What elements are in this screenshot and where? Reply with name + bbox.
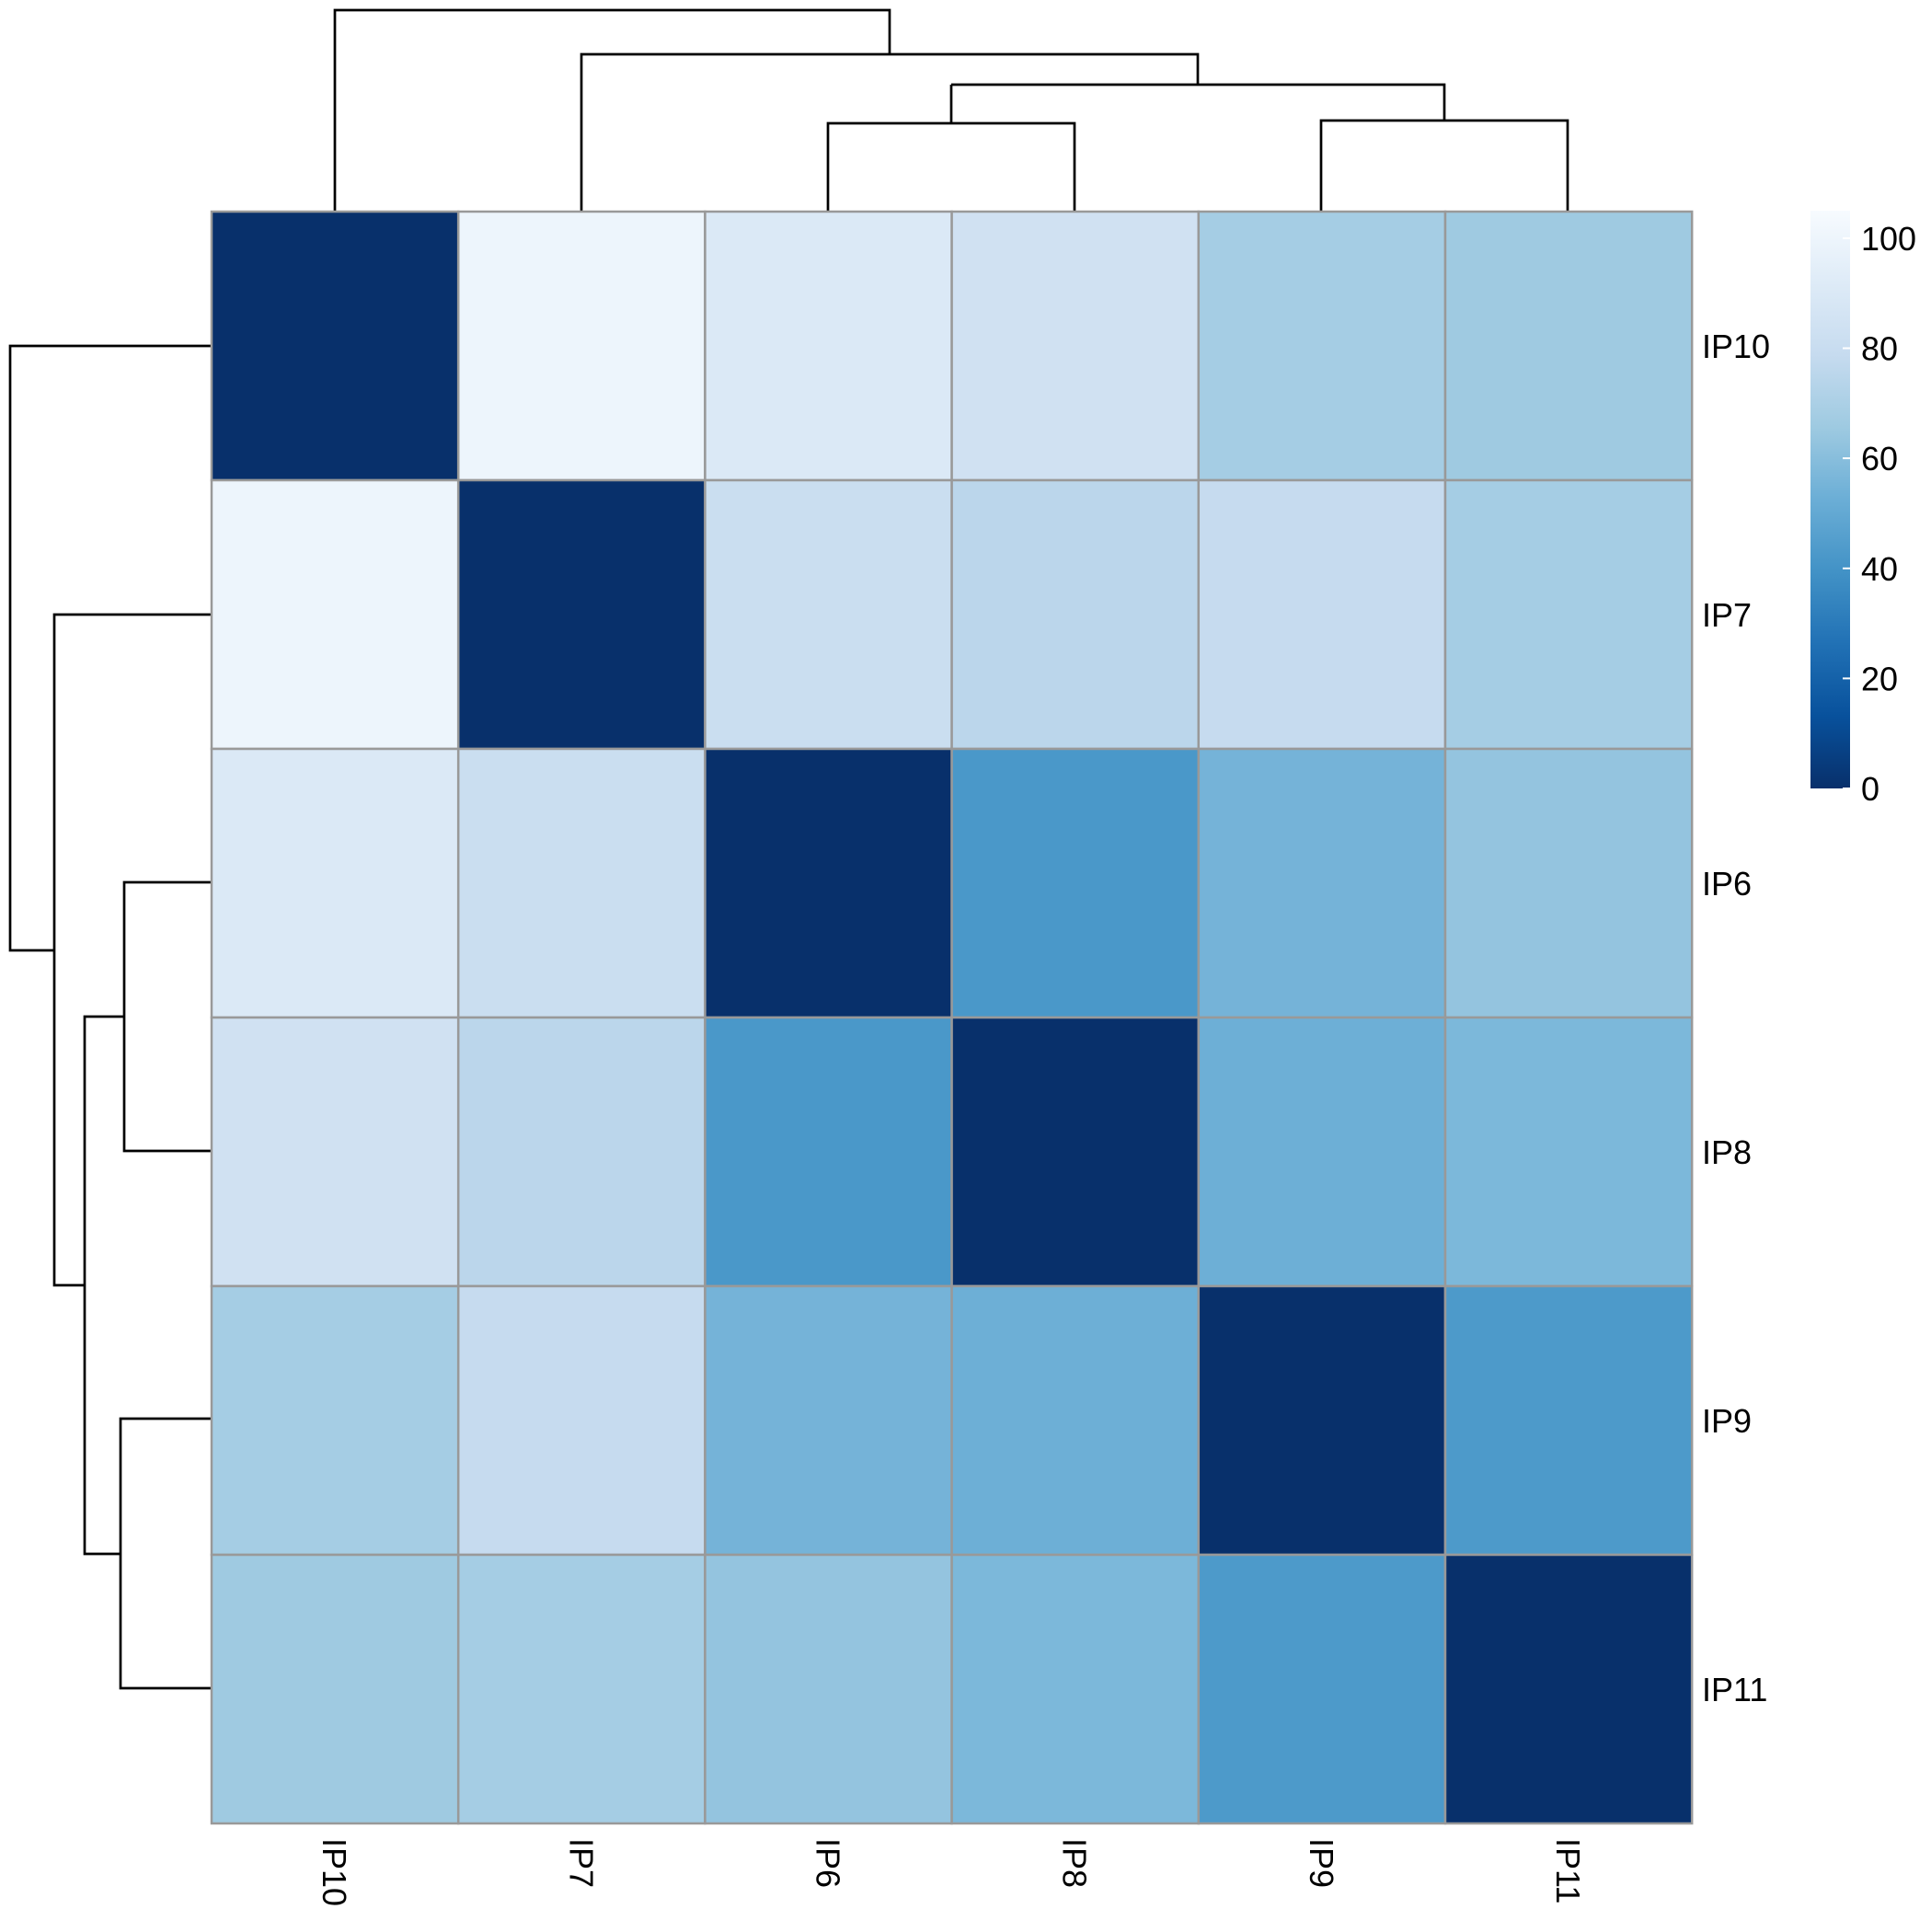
column-label: IP7 (562, 1838, 600, 1888)
heatmap-cell (1197, 747, 1447, 1019)
column-label: IP10 (316, 1838, 353, 1906)
row-dendrogram (8, 344, 212, 1690)
heatmap-cell (704, 210, 953, 482)
heatmap-cell (1443, 1016, 1694, 1288)
heatmap-cell (456, 1553, 707, 1825)
heatmap-cell (1197, 1284, 1447, 1557)
column-label: IP8 (1056, 1838, 1094, 1888)
row-labels: IP10 IP7 IP6 IP8 IP9 IP11 (1702, 328, 1770, 1708)
legend-tick-label: 80 (1861, 330, 1898, 368)
heatmap-cell (1443, 478, 1694, 751)
legend-tick-label: 20 (1861, 660, 1898, 697)
heatmap-cell (1197, 478, 1447, 751)
heatmap-cell (1443, 747, 1694, 1019)
legend-tick-label: 0 (1861, 770, 1879, 808)
heatmap-cell (950, 210, 1201, 482)
color-legend: 0 20 40 60 80 100 (1810, 211, 1916, 808)
column-labels: IP10 IP7 IP6 IP8 IP9 IP11 (316, 1838, 1587, 1906)
heatmap-cell (210, 1016, 460, 1288)
heatmap-cells (210, 210, 1694, 1825)
row-label: IP7 (1702, 596, 1752, 634)
heatmap-cell (1443, 1284, 1694, 1557)
heatmap-cell (704, 1553, 953, 1825)
heatmap-cell (456, 210, 707, 482)
heatmap-cell (950, 1553, 1201, 1825)
column-dendrogram (333, 8, 1569, 212)
heatmap-cell (210, 210, 460, 482)
heatmap-cell (456, 1284, 707, 1557)
legend-tick-label: 40 (1861, 550, 1898, 588)
column-label: IP9 (1303, 1838, 1340, 1888)
heatmap-cell (456, 1016, 707, 1288)
heatmap-cell (1197, 1553, 1447, 1825)
row-label: IP6 (1702, 865, 1752, 903)
heatmap-cell (950, 747, 1201, 1019)
heatmap-cell (210, 478, 460, 751)
heatmap-cell (704, 1284, 953, 1557)
heatmap-cell (950, 1016, 1201, 1288)
heatmap-cell (950, 478, 1201, 751)
heatmap-cell (704, 747, 953, 1019)
heatmap-cell (456, 747, 707, 1019)
row-label: IP11 (1702, 1671, 1767, 1708)
color-legend-ticks: 0 20 40 60 80 100 (1843, 220, 1916, 808)
color-legend-bar (1810, 211, 1850, 788)
heatmap-cell (1197, 210, 1447, 482)
heatmap-cell (704, 1016, 953, 1288)
heatmap-cell (210, 1284, 460, 1557)
heatmap-cell (1443, 1553, 1694, 1825)
row-label: IP9 (1702, 1402, 1752, 1440)
heatmap-cell (210, 747, 460, 1019)
legend-tick-label: 60 (1861, 440, 1898, 477)
column-label: IP11 (1549, 1838, 1587, 1903)
row-label: IP10 (1702, 328, 1770, 365)
heatmap-cell (704, 478, 953, 751)
heatmap-cell (950, 1284, 1201, 1557)
heatmap-cell (210, 1553, 460, 1825)
legend-tick-label: 100 (1861, 220, 1916, 258)
row-label: IP8 (1702, 1133, 1752, 1171)
heatmap-cell (456, 478, 707, 751)
heatmap-cell (1443, 210, 1694, 482)
column-label: IP6 (810, 1838, 847, 1888)
heatmap-cell (1197, 1016, 1447, 1288)
